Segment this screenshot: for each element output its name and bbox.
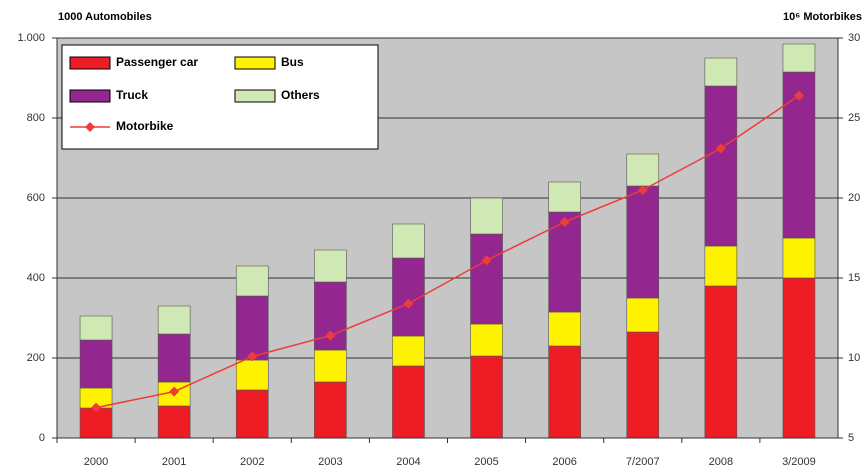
line-marker [169, 386, 180, 397]
x-tick-label: 2004 [396, 456, 420, 468]
bar-segment [626, 297, 660, 333]
bar-segment [626, 153, 660, 187]
x-tick-label: 7/2007 [626, 456, 660, 468]
x-tick-label: 2003 [318, 456, 342, 468]
y2-tick-label: 5 [848, 432, 854, 444]
bar-segment [392, 335, 425, 367]
bar-segment [392, 223, 425, 259]
legend [61, 44, 379, 150]
x-tick-label: 2006 [552, 456, 576, 468]
legend-swatch [234, 89, 276, 103]
y2-tick-label: 25 [848, 112, 860, 124]
line-marker [715, 143, 726, 154]
bar-segment [548, 181, 581, 213]
bar-segment [704, 245, 738, 287]
bar-segment [470, 355, 503, 439]
bar-segment [157, 305, 191, 335]
line-marker [637, 185, 648, 195]
y-tick-label: 600 [27, 192, 45, 204]
bar-segment [79, 339, 113, 389]
bar-segment [79, 407, 113, 439]
y2-axis-title: 10⁶ Motorbikes [783, 11, 862, 23]
x-tick-label: 2005 [474, 456, 498, 468]
line-marker [559, 217, 570, 227]
line-marker [793, 90, 804, 101]
legend-label: Passenger car [116, 55, 198, 69]
bar-segment [626, 185, 660, 299]
bar-segment [470, 323, 503, 357]
legend-swatch [234, 56, 276, 70]
y2-tick-label: 20 [848, 192, 860, 204]
x-tick-label: 2001 [162, 456, 186, 468]
line-marker [91, 402, 102, 413]
line-marker [247, 351, 258, 362]
legend-label: Bus [281, 55, 304, 69]
bar-segment [470, 197, 503, 235]
bar-segment [79, 315, 113, 341]
bar-segment [235, 265, 269, 297]
bar-segment [782, 43, 816, 73]
y-tick-label: 0 [39, 432, 45, 444]
line [95, 94, 800, 409]
bar-segment [235, 295, 269, 361]
bar-segment [704, 285, 738, 439]
line-marker [481, 255, 492, 266]
bar-segment [782, 237, 816, 279]
bar-segment [314, 381, 347, 439]
y-tick-label: 200 [27, 352, 45, 364]
y-tick-label: 400 [27, 272, 45, 284]
bar-segment [548, 311, 581, 347]
bar-segment [704, 57, 738, 87]
x-tick-label: 2002 [240, 456, 264, 468]
bar-segment [157, 333, 191, 383]
bar-segment [548, 211, 581, 313]
y-tick-label: 1.000 [17, 32, 45, 44]
bar-segment [392, 365, 425, 439]
x-tick-label: 3/2009 [782, 456, 816, 468]
bar-segment [157, 405, 191, 439]
y2-tick-label: 10 [848, 352, 860, 364]
bar-segment [626, 331, 660, 439]
bar-segment [704, 85, 738, 247]
y-tick-label: 800 [27, 112, 45, 124]
legend-label: Others [281, 88, 320, 102]
bar-segment [314, 349, 347, 383]
y-axis-title: 1000 Automobiles [58, 11, 152, 23]
legend-label: Motorbike [116, 119, 174, 133]
y2-tick-label: 30 [848, 32, 860, 44]
bar-segment [782, 277, 816, 439]
bar-segment [470, 233, 503, 325]
legend-swatch [69, 89, 111, 103]
bar-segment [235, 389, 269, 439]
bar-segment [548, 345, 581, 439]
legend-label: Truck [116, 88, 148, 102]
bar-segment [235, 359, 269, 391]
x-tick-label: 2008 [709, 456, 733, 468]
x-tick-label: 2000 [84, 456, 108, 468]
line-marker [325, 330, 336, 341]
y2-tick-label: 15 [848, 272, 860, 284]
line-marker [403, 298, 414, 309]
legend-swatch [69, 56, 111, 70]
legend-marker [85, 122, 95, 132]
bar-segment [314, 249, 347, 283]
